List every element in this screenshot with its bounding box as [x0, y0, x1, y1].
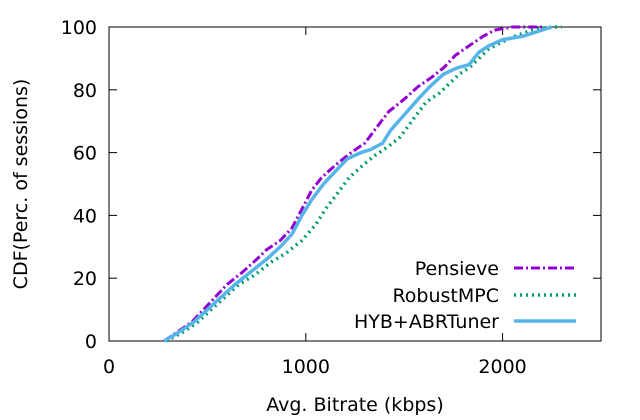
- y-tick-label: 80: [73, 80, 97, 102]
- series-line-pensieve: [163, 25, 542, 343]
- legend: Pensieve RobustMPC HYB+ABRTuner: [354, 258, 576, 333]
- y-tick-label: 20: [73, 268, 97, 290]
- legend-label: RobustMPC: [392, 285, 499, 307]
- series-line-robustmpc: [165, 25, 562, 343]
- series-line-hyb-abrtuner: [163, 25, 553, 343]
- legend-label: Pensieve: [415, 258, 499, 280]
- x-axis-label: Avg. Bitrate (kbps): [266, 394, 444, 416]
- y-tick-label: 0: [85, 331, 97, 353]
- y-tick-label: 60: [73, 143, 97, 165]
- axis-ticks: [108, 26, 601, 342]
- y-tick-label: 100: [61, 17, 97, 39]
- x-tick-label: 0: [103, 356, 115, 378]
- legend-label: HYB+ABRTuner: [354, 311, 499, 333]
- y-axis-label: CDF(Perc. of sessions): [10, 79, 32, 290]
- x-tick-label: 2000: [478, 356, 526, 378]
- y-tick-label: 40: [73, 205, 97, 227]
- series-layer: [163, 25, 562, 343]
- plot-frame: [108, 26, 602, 342]
- x-tick-label: 1000: [282, 356, 330, 378]
